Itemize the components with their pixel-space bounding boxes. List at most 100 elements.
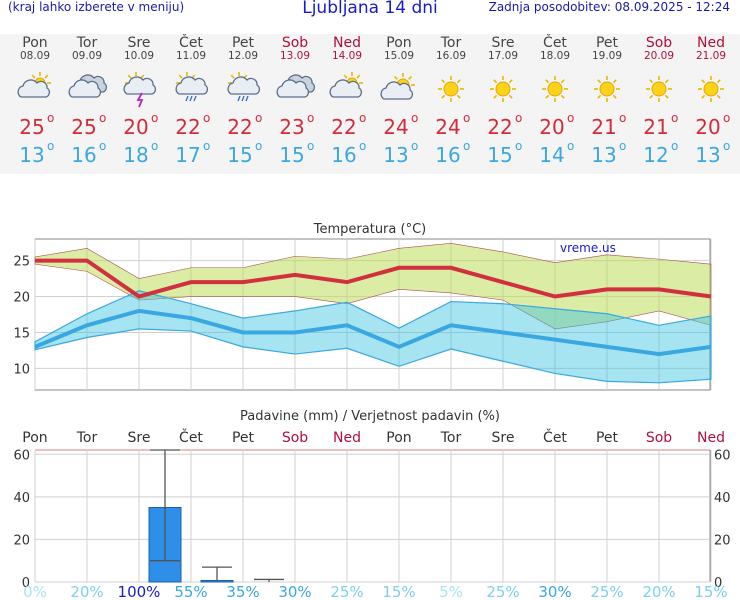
sun-ray — [612, 79, 617, 84]
sun-disc — [703, 81, 719, 97]
cloud-shape — [123, 76, 157, 95]
rain-drop — [189, 95, 193, 102]
degree-sign: o — [723, 111, 730, 125]
degree-sign: o — [463, 111, 470, 125]
y-tick-label-left: 20 — [13, 533, 30, 548]
watermark: vreme.us — [560, 241, 616, 255]
degree-sign: o — [567, 111, 574, 125]
temp-min: 12 — [643, 143, 668, 167]
degree-sign: o — [359, 139, 366, 153]
y-tick-label-left: 60 — [13, 448, 30, 463]
sun-disc — [547, 81, 563, 97]
precip-probability: 30% — [278, 583, 311, 600]
degree-sign: o — [515, 139, 522, 153]
sun-icon — [698, 76, 724, 102]
rain-drop — [237, 95, 241, 102]
sun-ray — [597, 79, 602, 84]
sun-ray — [44, 74, 49, 79]
cloud-shape — [68, 79, 102, 98]
cloud-shape — [380, 81, 414, 100]
sun-ray — [140, 74, 145, 79]
day-name: Čet — [543, 34, 567, 51]
day-name: Sre — [492, 35, 515, 51]
temp-min: 13 — [591, 143, 616, 167]
degree-sign: o — [47, 139, 54, 153]
temp-max: 20 — [539, 115, 564, 139]
y-tick-label-left: 0 — [22, 576, 30, 591]
rain-drop — [185, 95, 189, 102]
y-tick-label-right: 20 — [714, 533, 731, 548]
sun-ray — [560, 79, 565, 84]
precip-probability: 30% — [538, 583, 571, 600]
day-date: 11.09 — [176, 50, 206, 62]
y-tick-label-left: 40 — [13, 491, 30, 506]
cloud-shape — [329, 79, 363, 98]
temp-max: 25 — [19, 115, 44, 139]
temp-max: 21 — [591, 115, 616, 139]
day-date: 17.09 — [488, 50, 518, 62]
day-name: Ned — [697, 35, 725, 51]
precip-probability: 0% — [23, 583, 47, 600]
degree-sign: o — [411, 111, 418, 125]
degree-sign: o — [99, 139, 106, 153]
sun-ray — [716, 79, 721, 84]
rain-drop — [245, 95, 249, 102]
day-date: 20.09 — [644, 50, 674, 62]
sun-ray — [456, 79, 461, 84]
temp-max: 21 — [643, 115, 668, 139]
x-tick-label: Sob — [282, 430, 308, 446]
cloudy-icon — [68, 74, 108, 98]
x-tick-label: Sre — [128, 430, 151, 446]
sun-ray — [441, 79, 446, 84]
temp-min: 15 — [279, 143, 304, 167]
x-tick-label: Čet — [179, 428, 203, 446]
y-tick-label-right: 60 — [714, 448, 731, 463]
precip-probability: 25% — [330, 583, 363, 600]
sun-rain-icon — [175, 72, 209, 102]
day-name: Sob — [646, 35, 672, 51]
rain-drop — [193, 95, 197, 102]
day-name: Čet — [179, 34, 203, 51]
x-tick-label: Pet — [596, 430, 619, 446]
degree-sign: o — [99, 111, 106, 125]
precip-probability: 15% — [382, 583, 415, 600]
day-date: 12.09 — [228, 50, 258, 62]
y-tick-label-right: 40 — [714, 491, 731, 506]
degree-sign: o — [619, 139, 626, 153]
sun-ray — [230, 74, 235, 79]
sun-icon — [594, 76, 620, 102]
sun-ray — [356, 74, 361, 79]
temp-min: 17 — [175, 143, 200, 167]
precip-probability: 15% — [694, 583, 727, 600]
partly-cloudy-icon — [17, 72, 51, 98]
sun-ray — [456, 94, 461, 99]
precip-probability: 20% — [70, 583, 103, 600]
sun-ray — [545, 79, 550, 84]
sun-icon — [490, 76, 516, 102]
sun-ray — [649, 94, 654, 99]
temp-min: 16 — [435, 143, 460, 167]
x-tick-label: Tor — [440, 430, 462, 446]
temp-min: 13 — [383, 143, 408, 167]
sun-icon — [438, 76, 464, 102]
lightning-bolt — [136, 92, 144, 108]
cloud-shape — [17, 79, 51, 98]
precip-probability: 100% — [118, 583, 161, 600]
day-date: 10.09 — [124, 50, 154, 62]
temp-max: 22 — [175, 115, 200, 139]
degree-sign: o — [515, 111, 522, 125]
sun-rain-icon — [227, 72, 261, 102]
degree-sign: o — [411, 139, 418, 153]
temp-max: 24 — [435, 115, 460, 139]
daily-forecast-strip: Pon 08.09 25 o 13 o Tor 09.09 25 o 16 o Sre 10.09 20 o 1… — [0, 33, 740, 174]
day-name: Pet — [232, 35, 255, 51]
sun-ray — [701, 79, 706, 84]
sun-ray — [493, 79, 498, 84]
sun-ray — [441, 94, 446, 99]
temp-min: 18 — [123, 143, 148, 167]
x-tick-label: Ned — [333, 430, 361, 446]
day-date: 14.09 — [332, 50, 362, 62]
sun-icon — [646, 76, 672, 102]
day-date: 09.09 — [72, 50, 102, 62]
